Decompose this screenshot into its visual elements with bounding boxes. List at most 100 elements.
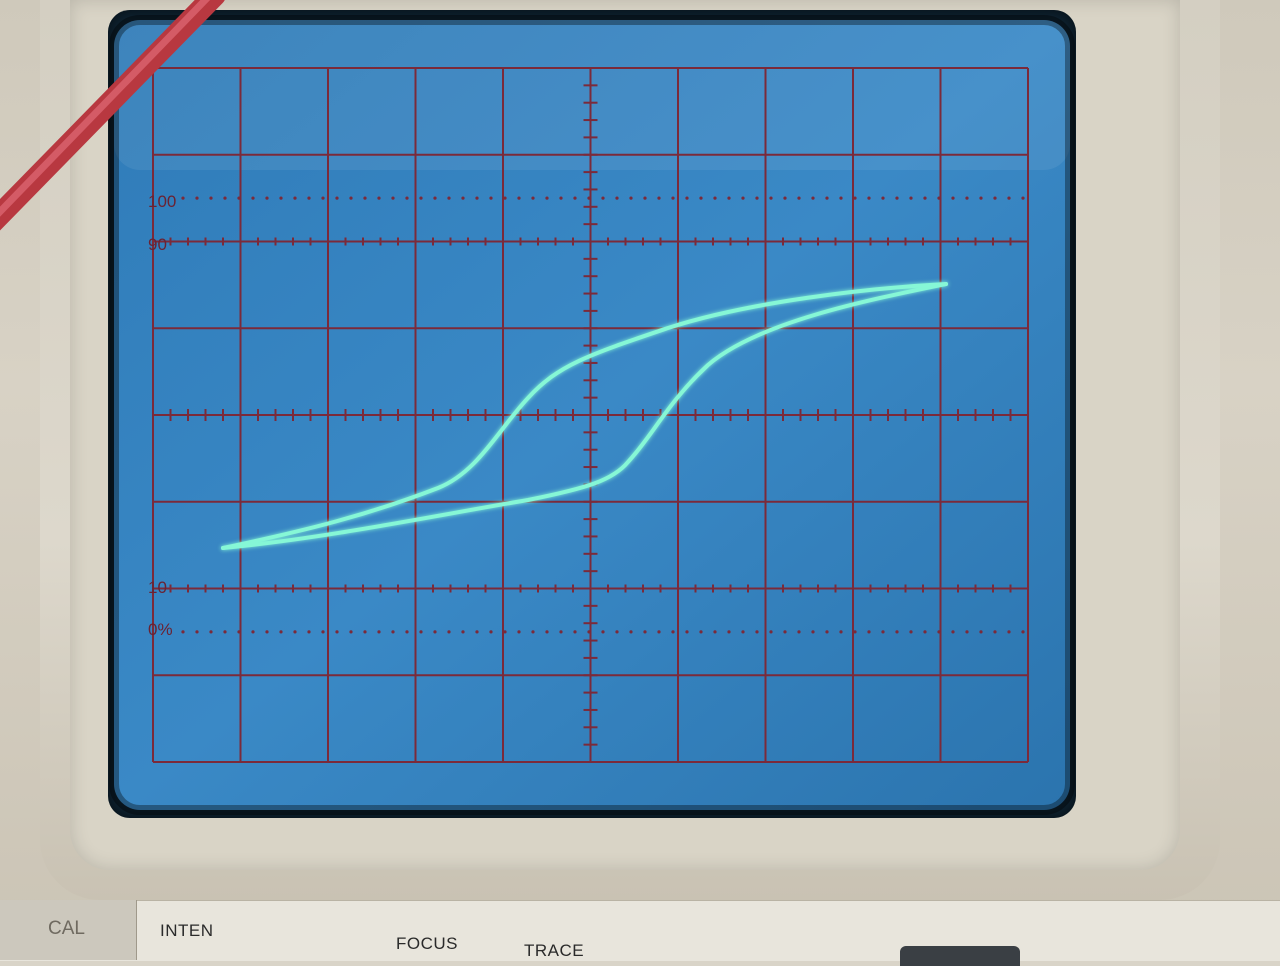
reference-dot: [587, 196, 591, 200]
reference-dot: [783, 630, 787, 634]
reference-dot: [881, 630, 885, 634]
reference-dot: [517, 630, 521, 634]
reference-dot: [461, 630, 465, 634]
reference-dot: [657, 630, 661, 634]
reference-dot: [713, 630, 717, 634]
reference-dot: [713, 196, 717, 200]
reference-dot: [699, 630, 703, 634]
reference-dot: [937, 630, 941, 634]
reference-dot: [937, 196, 941, 200]
reference-dot: [643, 630, 647, 634]
reference-dot: [657, 196, 661, 200]
reference-dot: [335, 630, 339, 634]
reference-dot: [237, 196, 241, 200]
reference-dot: [755, 196, 759, 200]
reference-dot: [559, 630, 563, 634]
reference-dot: [909, 196, 913, 200]
reference-dot: [979, 630, 983, 634]
reference-dot: [195, 196, 199, 200]
reference-dot: [825, 630, 829, 634]
trace-upper-branch: [221, 282, 948, 550]
reference-dot: [307, 196, 311, 200]
reference-dot: [965, 196, 969, 200]
reference-dot: [503, 630, 507, 634]
reference-dot: [1007, 630, 1011, 634]
reference-dot: [853, 196, 857, 200]
reference-dot: [419, 630, 423, 634]
reference-dot: [293, 630, 297, 634]
graticule-display: 100 90 10 0%: [109, 15, 1075, 815]
reference-dot: [489, 630, 493, 634]
reference-dot: [223, 630, 227, 634]
reference-dot: [629, 630, 633, 634]
reference-dot: [545, 630, 549, 634]
cal-label: CAL: [48, 918, 85, 939]
reference-dot: [265, 630, 269, 634]
reference-dot: [461, 196, 465, 200]
reference-dot: [867, 196, 871, 200]
reference-dot: [615, 630, 619, 634]
reference-dot: [797, 196, 801, 200]
reference-dot: [979, 196, 983, 200]
label-100: 100: [148, 192, 176, 211]
reference-dot: [265, 196, 269, 200]
reference-dot: [825, 196, 829, 200]
reference-dot: [587, 630, 591, 634]
reference-dot: [755, 630, 759, 634]
reference-dot: [307, 630, 311, 634]
reference-dot: [797, 630, 801, 634]
reference-dot: [895, 630, 899, 634]
reference-dot: [517, 196, 521, 200]
reference-dot: [629, 196, 633, 200]
label-90: 90: [148, 235, 167, 254]
dotted-reference-lines: [181, 196, 1025, 634]
reference-dot: [615, 196, 619, 200]
reference-dot: [853, 630, 857, 634]
reference-dot: [1007, 196, 1011, 200]
reference-dot: [601, 196, 605, 200]
reference-dot: [783, 196, 787, 200]
reference-dot: [321, 630, 325, 634]
screen-vignette: [109, 15, 1075, 815]
reference-dot: [251, 630, 255, 634]
reference-dot: [811, 630, 815, 634]
reference-dot: [433, 630, 437, 634]
control-panel: [0, 900, 1280, 961]
reference-dot: [377, 630, 381, 634]
control-knob[interactable]: [900, 946, 1020, 966]
trace-lower-branch: [221, 282, 948, 550]
reference-dot: [181, 196, 185, 200]
reference-dot: [223, 196, 227, 200]
reference-dot: [685, 630, 689, 634]
reference-dot: [349, 630, 353, 634]
probe-wire: [0, 0, 225, 231]
reference-dot: [475, 630, 479, 634]
reference-dot: [769, 630, 773, 634]
reference-dot: [573, 630, 577, 634]
hysteresis-trace: [221, 282, 948, 550]
reference-dot: [279, 630, 283, 634]
reference-dot: [531, 196, 535, 200]
reference-dot: [643, 196, 647, 200]
reference-dot: [433, 196, 437, 200]
reference-dot: [181, 630, 185, 634]
reference-dot: [741, 630, 745, 634]
reference-dot: [769, 196, 773, 200]
reference-dot: [909, 630, 913, 634]
reference-dot: [475, 196, 479, 200]
reference-dot: [489, 196, 493, 200]
reference-dot: [363, 196, 367, 200]
inten-label: INTEN: [160, 921, 214, 940]
reference-dot: [419, 196, 423, 200]
reference-dot: [951, 630, 955, 634]
reference-dot: [671, 196, 675, 200]
reference-dot: [1021, 196, 1025, 200]
reference-dot: [531, 630, 535, 634]
reference-dot: [447, 630, 451, 634]
reference-dot: [839, 196, 843, 200]
reference-dot: [671, 630, 675, 634]
label-10: 10: [148, 578, 167, 597]
graticule-ticks: [152, 67, 1029, 763]
reference-dot: [335, 196, 339, 200]
reference-dot: [923, 630, 927, 634]
